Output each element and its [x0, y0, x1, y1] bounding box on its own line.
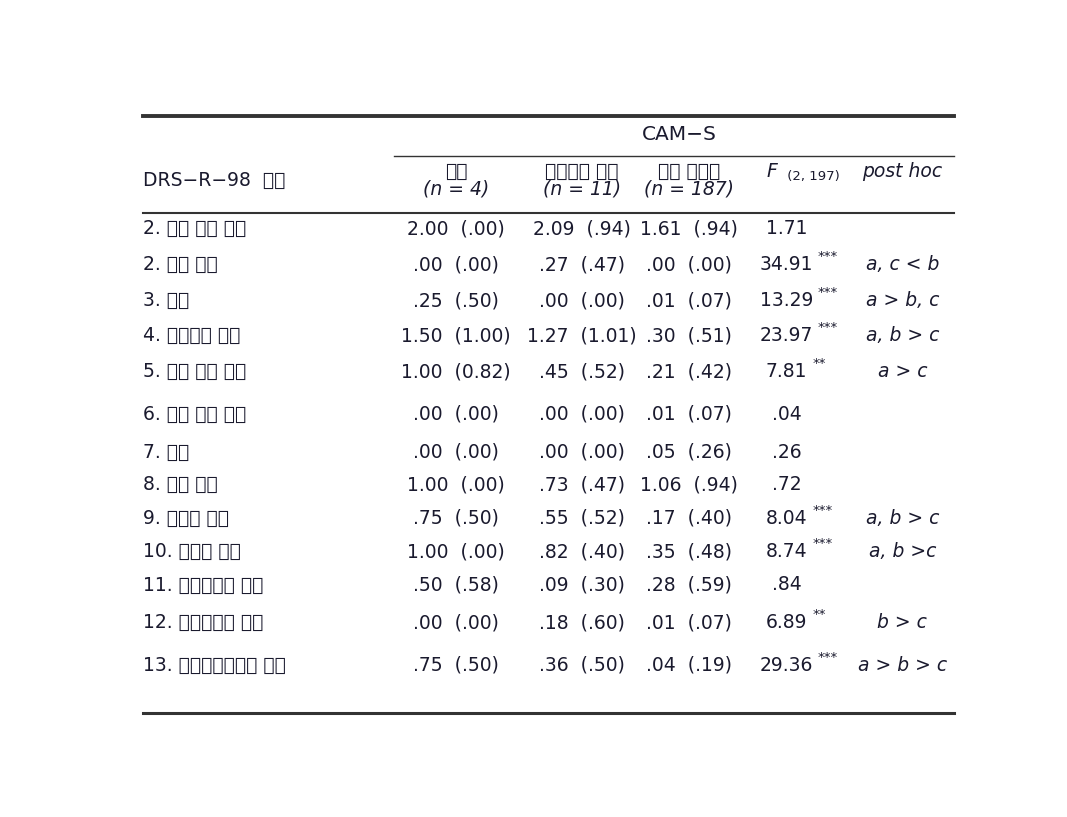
Text: (n = 4): (n = 4): [423, 179, 489, 199]
Text: 1.06  (.94): 1.06 (.94): [640, 475, 738, 494]
Text: .75  (.50): .75 (.50): [413, 509, 498, 528]
Text: post hoc: post hoc: [862, 162, 942, 181]
Text: 13.29: 13.29: [760, 291, 813, 310]
Text: **: **: [812, 608, 826, 621]
Text: 4. 불안정한 정동: 4. 불안정한 정동: [143, 326, 241, 346]
Text: 2. 수면 주기 이상: 2. 수면 주기 이상: [143, 220, 246, 239]
Text: .18  (.60): .18 (.60): [539, 614, 624, 632]
Text: 23.97: 23.97: [760, 326, 813, 346]
Text: a, b > c: a, b > c: [865, 326, 939, 346]
Text: .72: .72: [771, 475, 801, 494]
Text: 1.00  (.00): 1.00 (.00): [407, 475, 505, 494]
Text: 2.09  (.94): 2.09 (.94): [532, 220, 631, 239]
Text: .28  (.59): .28 (.59): [647, 575, 732, 595]
Text: .45  (.52): .45 (.52): [539, 362, 624, 382]
Text: 7. 초조: 7. 초조: [143, 443, 190, 462]
Text: .09  (.30): .09 (.30): [539, 575, 624, 595]
Text: a > b, c: a > b, c: [865, 291, 939, 310]
Text: 2. 감각 이상: 2. 감각 이상: [143, 255, 218, 275]
Text: .26: .26: [771, 443, 801, 462]
Text: .00  (.00): .00 (.00): [413, 405, 498, 424]
Text: .01  (.07): .01 (.07): [647, 291, 732, 310]
Text: .35  (.48): .35 (.48): [647, 542, 732, 561]
Text: .21  (.42): .21 (.42): [647, 362, 732, 382]
Text: .00  (.00): .00 (.00): [413, 614, 498, 632]
Text: .00  (.00): .00 (.00): [413, 443, 498, 462]
Text: a > c: a > c: [878, 362, 927, 382]
Text: 1.50  (1.00): 1.50 (1.00): [401, 326, 511, 346]
Text: ***: ***: [812, 537, 832, 550]
Text: ***: ***: [817, 651, 838, 663]
Text: a, b >c: a, b >c: [869, 542, 936, 561]
Text: a, b > c: a, b > c: [865, 509, 939, 528]
Text: 1.71: 1.71: [766, 220, 808, 239]
Text: (n = 11): (n = 11): [542, 179, 621, 199]
Text: 섬망: 섬망: [445, 162, 467, 181]
Text: 8.04: 8.04: [766, 509, 808, 528]
Text: a > b > c: a > b > c: [858, 656, 947, 675]
Text: ***: ***: [817, 250, 838, 263]
Text: 1.00  (.00): 1.00 (.00): [407, 542, 505, 561]
Text: .50  (.58): .50 (.58): [413, 575, 498, 595]
Text: 8. 운동 저하: 8. 운동 저하: [143, 475, 218, 494]
Text: ***: ***: [817, 286, 838, 299]
Text: 9. 지남력 저하: 9. 지남력 저하: [143, 509, 229, 528]
Text: .04  (.19): .04 (.19): [647, 656, 732, 675]
Text: (2, 197): (2, 197): [782, 170, 840, 182]
Text: 29.36: 29.36: [760, 656, 813, 675]
Text: 12. 장기기억력 저하: 12. 장기기억력 저하: [143, 614, 264, 632]
Text: $\it{F}$: $\it{F}$: [766, 162, 779, 181]
Text: .84: .84: [771, 575, 801, 595]
Text: .00  (.00): .00 (.00): [413, 255, 498, 275]
Text: .01  (.07): .01 (.07): [647, 614, 732, 632]
Text: 섬망 미발생: 섬망 미발생: [658, 162, 720, 181]
Text: 3. 망상: 3. 망상: [143, 291, 190, 310]
Text: 1.27  (1.01): 1.27 (1.01): [527, 326, 636, 346]
Text: 34.91: 34.91: [760, 255, 813, 275]
Text: 6. 사고 과정 이상: 6. 사고 과정 이상: [143, 405, 246, 424]
Text: 5. 언어 능력 저하: 5. 언어 능력 저하: [143, 362, 246, 382]
Text: CAM−S: CAM−S: [641, 125, 717, 144]
Text: ***: ***: [817, 321, 838, 334]
Text: 1.00  (0.82): 1.00 (0.82): [401, 362, 511, 382]
Text: 7.81: 7.81: [766, 362, 808, 382]
Text: .55  (.52): .55 (.52): [539, 509, 624, 528]
Text: b > c: b > c: [877, 614, 927, 632]
Text: 1.61  (.94): 1.61 (.94): [640, 220, 738, 239]
Text: .25  (.50): .25 (.50): [413, 291, 498, 310]
Text: .00  (.00): .00 (.00): [539, 443, 624, 462]
Text: .73  (.47): .73 (.47): [539, 475, 624, 494]
Text: .05  (.26): .05 (.26): [647, 443, 732, 462]
Text: 10. 주의력 저하: 10. 주의력 저하: [143, 542, 241, 561]
Text: ***: ***: [812, 503, 832, 516]
Text: .27  (.47): .27 (.47): [539, 255, 624, 275]
Text: .00  (.00): .00 (.00): [647, 255, 732, 275]
Text: .00  (.00): .00 (.00): [539, 291, 624, 310]
Text: 8.74: 8.74: [766, 542, 808, 561]
Text: 아증후군 섬망: 아증후군 섬망: [545, 162, 618, 181]
Text: .17  (.40): .17 (.40): [647, 509, 732, 528]
Text: .82  (.40): .82 (.40): [539, 542, 624, 561]
Text: 6.89: 6.89: [766, 614, 808, 632]
Text: .36  (.50): .36 (.50): [539, 656, 624, 675]
Text: .30  (.51): .30 (.51): [647, 326, 732, 346]
Text: .04: .04: [771, 405, 801, 424]
Text: 2.00  (.00): 2.00 (.00): [407, 220, 505, 239]
Text: .00  (.00): .00 (.00): [539, 405, 624, 424]
Text: **: **: [812, 357, 826, 370]
Text: 11. 단기기억력 저하: 11. 단기기억력 저하: [143, 575, 264, 595]
Text: .01  (.07): .01 (.07): [647, 405, 732, 424]
Text: (n = 187): (n = 187): [644, 179, 734, 199]
Text: 13. 시공간인식능력 저하: 13. 시공간인식능력 저하: [143, 656, 286, 675]
Text: .75  (.50): .75 (.50): [413, 656, 498, 675]
Text: DRS−R−98  문항: DRS−R−98 문항: [143, 171, 286, 190]
Text: a, c < b: a, c < b: [865, 255, 939, 275]
